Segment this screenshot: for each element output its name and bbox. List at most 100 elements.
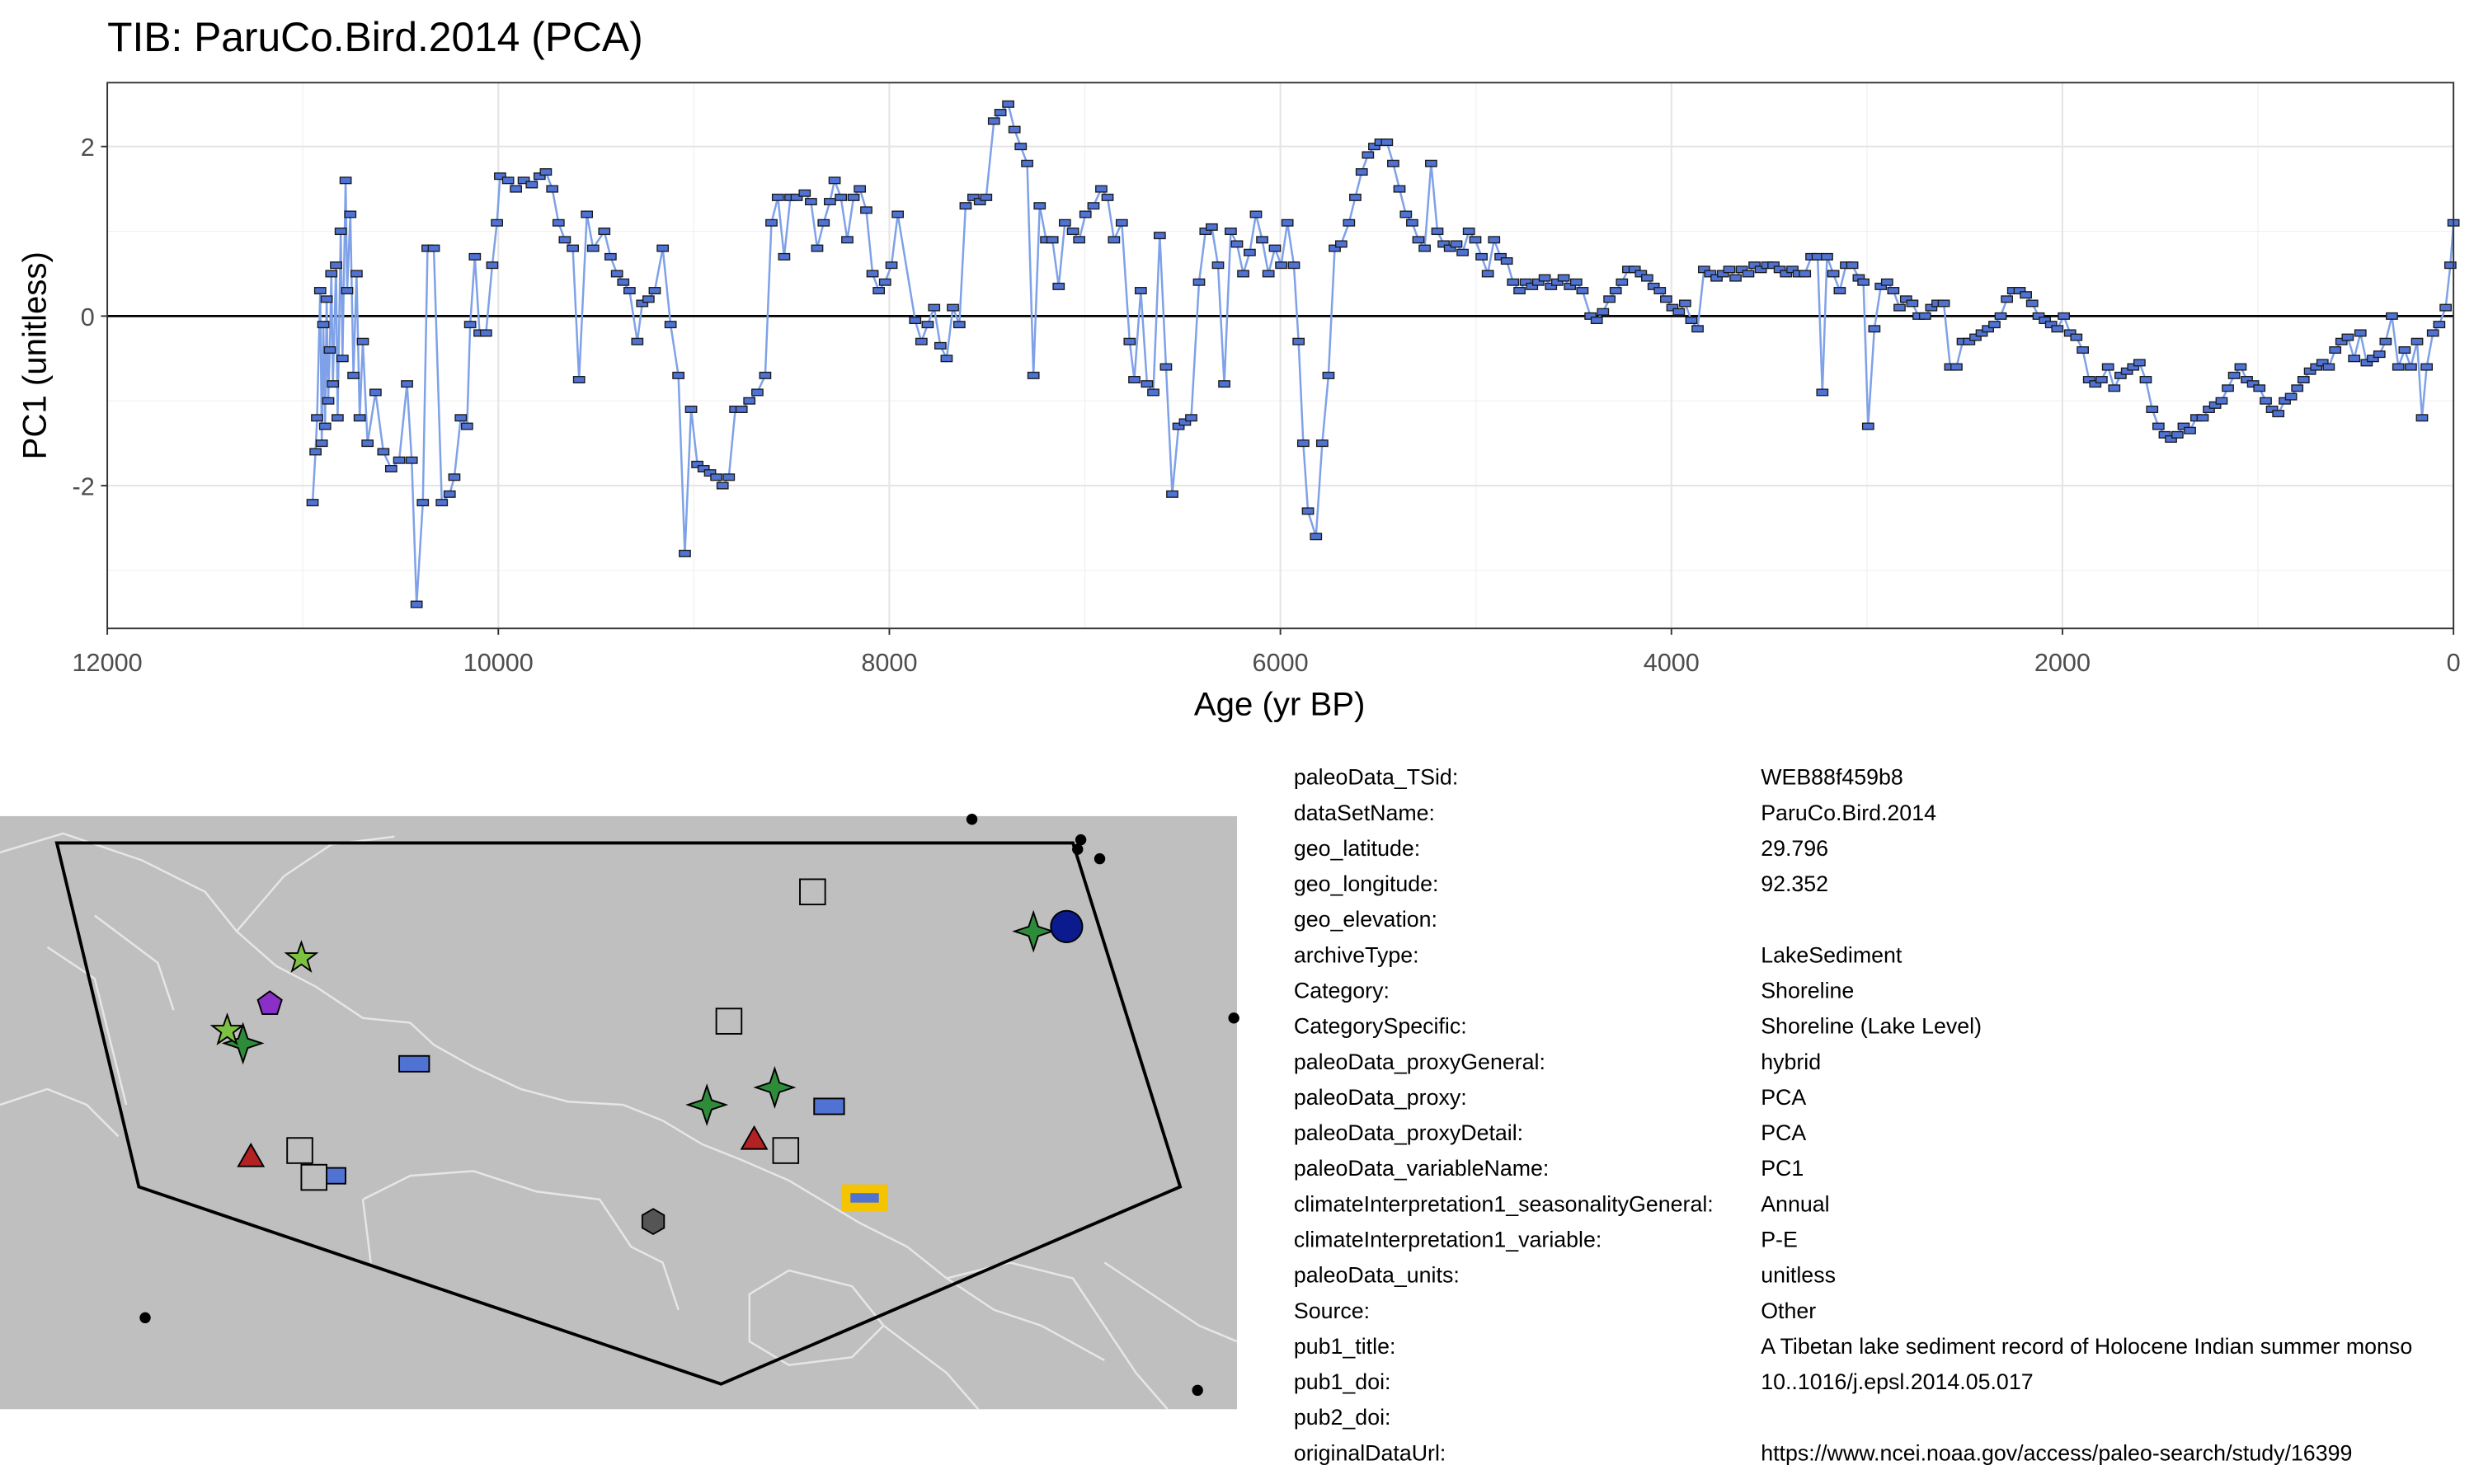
data-point	[2322, 363, 2335, 371]
data-point	[679, 549, 691, 557]
data-point	[2291, 384, 2304, 392]
data-point	[1249, 210, 1263, 218]
data-point	[448, 473, 461, 481]
data-point	[636, 299, 649, 308]
data-point	[847, 193, 860, 201]
data-point	[1362, 151, 1375, 159]
data-point	[1166, 490, 1178, 498]
data-point	[479, 329, 492, 337]
data-point	[315, 439, 328, 448]
data-point	[384, 464, 397, 472]
data-point	[1786, 265, 1799, 274]
data-point	[1685, 317, 1698, 325]
data-point	[539, 168, 553, 176]
data-point	[743, 397, 756, 405]
data-point	[1994, 312, 2007, 320]
metadata-value: unitless	[1761, 1263, 1836, 1288]
data-point	[334, 228, 347, 236]
data-point	[805, 198, 817, 206]
metadata-key: paleoData_variableName:	[1294, 1156, 1549, 1181]
data-point	[410, 600, 423, 608]
data-point	[885, 261, 898, 270]
data-point	[759, 371, 772, 379]
data-point	[1672, 308, 1686, 316]
data-point	[1387, 159, 1399, 167]
data-point	[817, 218, 830, 227]
metadata-key: archiveType:	[1294, 942, 1419, 967]
y-tick-label: -2	[73, 473, 95, 501]
data-point	[1380, 139, 1394, 147]
data-point	[1322, 371, 1335, 379]
data-point	[1780, 270, 1793, 278]
data-point	[2215, 397, 2228, 405]
metadata-value: Other	[1761, 1298, 1816, 1323]
data-point	[610, 270, 623, 278]
data-point	[1192, 278, 1206, 286]
data-point	[994, 109, 1007, 117]
data-point	[1315, 439, 1329, 448]
data-point	[2077, 346, 2089, 355]
data-point	[1014, 143, 1028, 151]
data-point	[323, 346, 336, 355]
data-point	[798, 189, 811, 197]
data-point	[1066, 228, 1079, 236]
data-point	[1334, 240, 1348, 248]
plot	[106, 82, 2460, 629]
data-point	[567, 244, 579, 252]
data-point	[1494, 252, 1507, 261]
data-point	[1647, 282, 1660, 290]
data-point	[361, 439, 374, 448]
data-point	[934, 341, 947, 350]
data-point	[468, 252, 482, 261]
data-point	[1821, 252, 1833, 261]
data-point	[1368, 143, 1380, 151]
data-point	[1590, 317, 1603, 325]
data-point	[1185, 414, 1197, 422]
data-point	[909, 317, 922, 325]
data-point	[341, 287, 354, 295]
data-point	[1767, 261, 1780, 270]
data-point	[330, 261, 342, 270]
metadata-key: Source:	[1294, 1298, 1370, 1323]
data-point	[2020, 291, 2032, 299]
data-point	[1550, 278, 1564, 286]
data-point	[1742, 270, 1755, 278]
data-point	[322, 397, 335, 405]
data-point	[1450, 240, 1463, 248]
metadata-value: hybrid	[1761, 1050, 1821, 1074]
metadata-key: geo_latitude:	[1294, 836, 1420, 861]
y-tick-label: 0	[81, 303, 95, 331]
data-point	[552, 218, 565, 227]
data-point	[1988, 321, 2001, 329]
data-point	[2354, 329, 2367, 337]
data-point	[2208, 401, 2222, 409]
data-point	[2114, 371, 2127, 379]
metadata-value: PCA	[1761, 1120, 1806, 1145]
data-point	[2082, 376, 2095, 384]
data-point	[463, 321, 477, 329]
data-point	[2025, 299, 2039, 308]
data-point	[2101, 363, 2114, 371]
data-point	[2095, 376, 2108, 384]
metadata-key: climateInterpretation1_seasonalityGenera…	[1294, 1191, 1714, 1216]
data-point	[1698, 265, 1710, 274]
data-point	[684, 406, 698, 413]
metadata-key: pub2_doi:	[1294, 1405, 1391, 1430]
data-point	[697, 464, 710, 472]
data-point	[1906, 299, 1919, 308]
region-outline	[54, 841, 1183, 1386]
data-point	[311, 414, 323, 422]
data-point	[1437, 240, 1450, 248]
data-point	[1262, 270, 1275, 278]
data-point	[1584, 312, 1597, 320]
data-point	[2386, 312, 2398, 320]
metadata-value: https://www.ncei.noaa.gov/access/paleo-s…	[1761, 1440, 2352, 1465]
data-point	[860, 206, 872, 214]
data-point	[2058, 312, 2070, 320]
data-point	[1002, 100, 1014, 108]
data-point	[1660, 295, 1672, 303]
data-point	[1691, 325, 1704, 333]
data-point	[327, 380, 340, 388]
data-point	[1393, 185, 1406, 193]
